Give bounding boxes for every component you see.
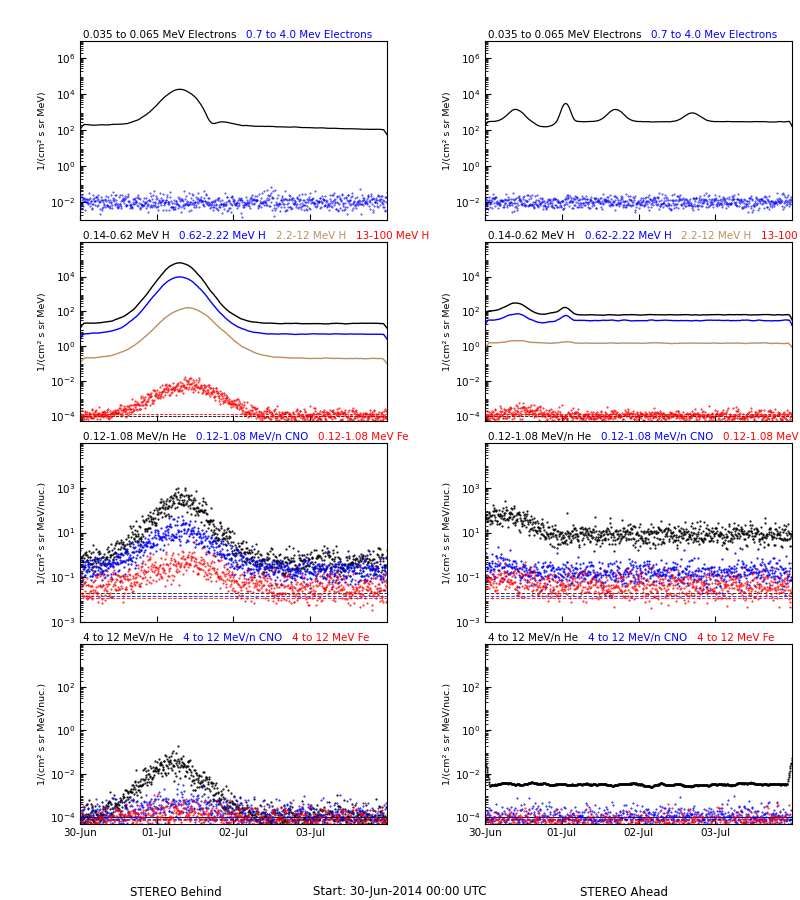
- Text: 0.12-1.08 MeV/n CNO: 0.12-1.08 MeV/n CNO: [196, 432, 318, 442]
- Y-axis label: 1/(cm² s sr MeV/nuc.): 1/(cm² s sr MeV/nuc.): [443, 682, 452, 785]
- Text: 0.035 to 0.065 MeV Electrons: 0.035 to 0.065 MeV Electrons: [488, 30, 651, 40]
- Text: 0.12-1.08 MeV/n CNO: 0.12-1.08 MeV/n CNO: [601, 432, 723, 442]
- Text: 0.035 to 0.065 MeV Electrons: 0.035 to 0.065 MeV Electrons: [83, 30, 246, 40]
- Y-axis label: 1/(cm² s sr MeV): 1/(cm² s sr MeV): [443, 91, 452, 169]
- Text: STEREO Behind: STEREO Behind: [130, 886, 222, 898]
- Text: 0.62-2.22 MeV H: 0.62-2.22 MeV H: [179, 230, 276, 240]
- Text: 2.2-12 MeV H: 2.2-12 MeV H: [681, 230, 761, 240]
- Text: 13-100 MeV H: 13-100 MeV H: [356, 230, 429, 240]
- Text: 0.12-1.08 MeV Fe: 0.12-1.08 MeV Fe: [723, 432, 800, 442]
- Text: 4 to 12 MeV Fe: 4 to 12 MeV Fe: [697, 633, 774, 643]
- Text: 2.2-12 MeV H: 2.2-12 MeV H: [276, 230, 356, 240]
- Text: 0.7 to 4.0 Mev Electrons: 0.7 to 4.0 Mev Electrons: [651, 30, 778, 40]
- Text: 0.14-0.62 MeV H: 0.14-0.62 MeV H: [488, 230, 585, 240]
- Y-axis label: 1/(cm² s sr MeV/nuc.): 1/(cm² s sr MeV/nuc.): [443, 482, 452, 583]
- Text: 4 to 12 MeV Fe: 4 to 12 MeV Fe: [292, 633, 369, 643]
- Text: 4 to 12 MeV/n CNO: 4 to 12 MeV/n CNO: [588, 633, 697, 643]
- Text: 13-100 MeV H: 13-100 MeV H: [761, 230, 800, 240]
- Y-axis label: 1/(cm² s sr MeV): 1/(cm² s sr MeV): [38, 292, 46, 371]
- Y-axis label: 1/(cm² s sr MeV/nuc.): 1/(cm² s sr MeV/nuc.): [38, 482, 47, 583]
- Text: 0.12-1.08 MeV/n He: 0.12-1.08 MeV/n He: [83, 432, 196, 442]
- Text: 4 to 12 MeV/n CNO: 4 to 12 MeV/n CNO: [183, 633, 292, 643]
- Text: Start: 30-Jun-2014 00:00 UTC: Start: 30-Jun-2014 00:00 UTC: [314, 886, 486, 898]
- Y-axis label: 1/(cm² s sr MeV): 1/(cm² s sr MeV): [443, 292, 452, 371]
- Text: 0.7 to 4.0 Mev Electrons: 0.7 to 4.0 Mev Electrons: [246, 30, 373, 40]
- Text: 0.14-0.62 MeV H: 0.14-0.62 MeV H: [83, 230, 179, 240]
- Text: 4 to 12 MeV/n He: 4 to 12 MeV/n He: [488, 633, 588, 643]
- Text: 0.62-2.22 MeV H: 0.62-2.22 MeV H: [585, 230, 681, 240]
- Y-axis label: 1/(cm² s sr MeV/nuc.): 1/(cm² s sr MeV/nuc.): [38, 682, 46, 785]
- Text: 0.12-1.08 MeV Fe: 0.12-1.08 MeV Fe: [318, 432, 409, 442]
- Y-axis label: 1/(cm² s sr MeV): 1/(cm² s sr MeV): [38, 91, 47, 169]
- Text: STEREO Ahead: STEREO Ahead: [580, 886, 668, 898]
- Text: 4 to 12 MeV/n He: 4 to 12 MeV/n He: [83, 633, 183, 643]
- Text: 0.12-1.08 MeV/n He: 0.12-1.08 MeV/n He: [488, 432, 601, 442]
